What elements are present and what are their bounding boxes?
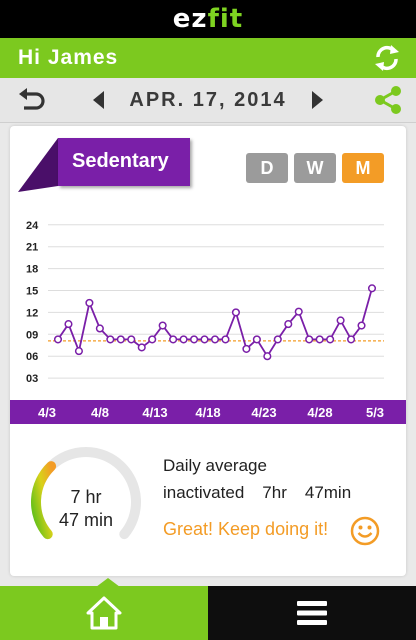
smiley-icon bbox=[350, 516, 380, 546]
week-range-button[interactable]: W bbox=[294, 153, 336, 183]
y-tick-label: 24 bbox=[26, 220, 39, 232]
data-point bbox=[263, 352, 272, 361]
y-tick-label: 15 bbox=[26, 286, 38, 298]
data-point bbox=[148, 335, 157, 344]
date-navigation: APR. 17, 2014 bbox=[0, 78, 416, 123]
refresh-icon[interactable] bbox=[372, 43, 402, 73]
data-point bbox=[85, 298, 94, 307]
data-point bbox=[169, 335, 178, 344]
daily-average-title: Daily average bbox=[163, 456, 267, 475]
data-point bbox=[116, 335, 125, 344]
ribbon-fold bbox=[18, 138, 58, 192]
app-logo: ezfit bbox=[172, 4, 244, 34]
data-point bbox=[200, 335, 209, 344]
menu-icon[interactable] bbox=[297, 600, 327, 626]
data-point bbox=[179, 335, 188, 344]
x-tick-label: 4/13 bbox=[142, 405, 168, 420]
inactivated-label: inactivated bbox=[163, 483, 245, 502]
encouragement-message: Great! Keep doing it! bbox=[163, 519, 329, 539]
x-tick-label: 4/28 bbox=[307, 405, 333, 420]
active-tab-notch bbox=[96, 578, 120, 587]
month-range-button[interactable]: M bbox=[342, 153, 384, 183]
data-point bbox=[347, 335, 356, 344]
x-tick-label: 4/8 bbox=[90, 405, 110, 420]
data-point bbox=[252, 335, 261, 344]
data-point bbox=[53, 335, 63, 344]
y-tick-label: 03 bbox=[26, 373, 38, 385]
daily-average-detail: inactivated 7hr 47min bbox=[163, 483, 369, 503]
greeting-bar: Hi James bbox=[0, 38, 416, 78]
data-point bbox=[158, 321, 167, 330]
data-point bbox=[336, 316, 345, 325]
activity-type-label: Sedentary bbox=[72, 150, 169, 172]
data-point bbox=[367, 284, 377, 293]
data-point bbox=[106, 335, 115, 344]
data-point bbox=[127, 335, 136, 344]
data-point bbox=[231, 308, 240, 317]
data-point bbox=[357, 321, 366, 330]
left-triangle-icon[interactable] bbox=[92, 91, 106, 109]
data-point bbox=[315, 335, 324, 344]
data-point bbox=[242, 344, 251, 353]
data-point bbox=[95, 324, 104, 333]
gauge-minutes: 47 min bbox=[58, 510, 114, 530]
daily-average-gauge bbox=[31, 447, 141, 540]
data-point bbox=[284, 320, 293, 329]
bottom-navigation bbox=[0, 578, 416, 640]
greeting-text: Hi James bbox=[18, 46, 119, 69]
sedentary-line-chart: 24 21 18 15 12 09 06 03 bbox=[26, 220, 384, 385]
activity-ribbon bbox=[58, 138, 190, 186]
data-point bbox=[273, 335, 282, 344]
current-date: APR. 17, 2014 bbox=[129, 89, 287, 111]
menu-tab[interactable] bbox=[208, 586, 416, 640]
home-tab[interactable] bbox=[0, 578, 208, 640]
data-point bbox=[137, 343, 146, 352]
data-point bbox=[294, 307, 303, 316]
back-arrow-icon[interactable] bbox=[18, 88, 46, 112]
data-point bbox=[221, 335, 230, 344]
right-triangle-icon[interactable] bbox=[310, 91, 324, 109]
day-range-button[interactable]: D bbox=[246, 153, 288, 183]
y-tick-label: 09 bbox=[26, 329, 38, 341]
share-icon[interactable] bbox=[374, 86, 402, 114]
y-tick-label: 21 bbox=[26, 242, 38, 254]
gauge-hours: 7 hr bbox=[70, 487, 102, 507]
x-tick-label: 5/3 bbox=[365, 405, 385, 420]
x-tick-label: 4/3 bbox=[37, 405, 57, 420]
x-tick-label: 4/18 bbox=[195, 405, 221, 420]
app-header: ezfit bbox=[0, 0, 416, 38]
data-point bbox=[305, 335, 314, 344]
data-point bbox=[74, 347, 83, 356]
home-icon[interactable] bbox=[86, 596, 122, 630]
y-tick-label: 12 bbox=[26, 307, 38, 319]
gauge-fill bbox=[31, 461, 57, 540]
average-hours: 7hr bbox=[262, 483, 287, 502]
y-tick-label: 18 bbox=[26, 264, 38, 276]
x-axis-band bbox=[10, 400, 406, 424]
x-tick-label: 4/23 bbox=[251, 405, 277, 420]
data-point bbox=[326, 335, 335, 344]
series-line bbox=[57, 288, 373, 358]
data-point bbox=[210, 335, 220, 344]
data-point bbox=[64, 320, 73, 329]
data-point bbox=[190, 335, 199, 344]
y-tick-label: 06 bbox=[26, 351, 38, 363]
average-minutes: 47min bbox=[304, 483, 352, 502]
